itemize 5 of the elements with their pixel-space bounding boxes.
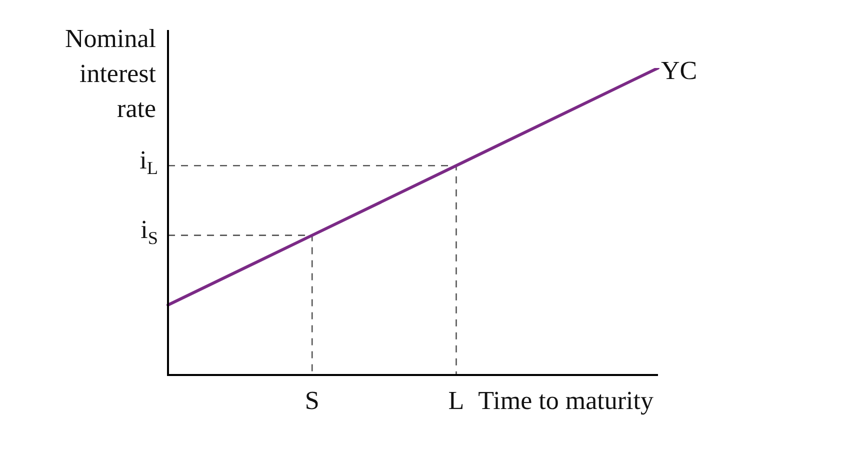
x-axis-title: Time to maturity [478, 386, 654, 415]
series-label: YC [661, 56, 698, 85]
x-tick-label: S [304, 386, 320, 415]
y-axis-title: Nominal interest rate [65, 24, 157, 123]
x-tick-label: L [448, 386, 464, 415]
